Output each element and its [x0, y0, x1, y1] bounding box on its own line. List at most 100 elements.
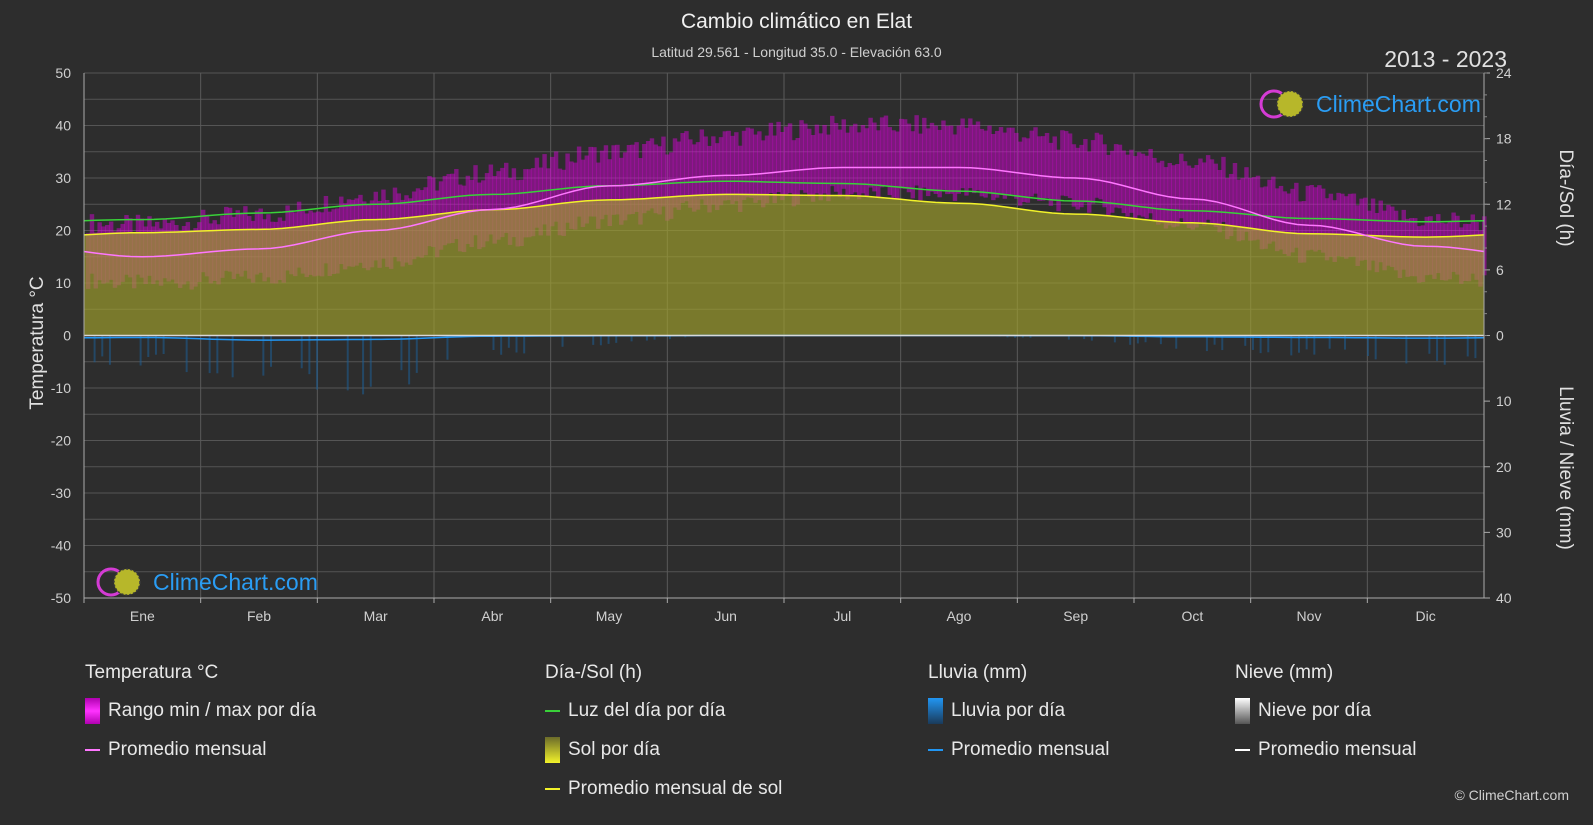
temp-range-day [672, 138, 678, 208]
sunshine-area-fill [84, 194, 1484, 336]
temp-range-day [1313, 187, 1318, 252]
temp-range-day [714, 143, 720, 211]
legend-item-temp-avg: Promedio mensual [85, 737, 316, 763]
temp-range-day [975, 121, 981, 191]
logo-text: ClimeChart.com [153, 568, 318, 595]
temp-range-day [1328, 193, 1334, 257]
legend-label: Lluvia por día [951, 700, 1066, 721]
temp-range-day [1363, 197, 1368, 260]
temp-range-day [1056, 149, 1061, 212]
temp-range-day [1205, 155, 1211, 220]
temp-range-day [830, 115, 835, 187]
rain-day-bar [1083, 335, 1086, 340]
temp-range-day [964, 127, 969, 196]
temp-range-day [668, 152, 674, 219]
legend-label: Sol por día [568, 739, 660, 760]
rain-day-bar [1405, 335, 1408, 364]
rain-day-bar [561, 335, 564, 347]
temp-range-day [841, 119, 846, 189]
temp-range-day [1040, 136, 1046, 201]
temp-range-day [1006, 127, 1011, 195]
rain-bars [93, 335, 1477, 395]
rain-day-bar [1213, 335, 1216, 345]
rain-day-bar [1006, 335, 1009, 338]
rain-day-bar [1466, 335, 1469, 357]
temp-range-day [695, 142, 701, 210]
temp-range-day [1152, 157, 1157, 221]
temp-range-day [1002, 132, 1008, 199]
temp-range-day [684, 131, 689, 202]
rain-day-bar [1367, 335, 1370, 357]
temp-range-day [734, 132, 739, 202]
temp-range-day [1251, 177, 1257, 241]
tick-label-right-top: 0 [1496, 328, 1504, 344]
rain-day-bar [262, 335, 265, 376]
temp-range-day [948, 125, 954, 194]
temp-range-day [615, 144, 620, 215]
logo-top[interactable]: ClimeChart.com [1258, 88, 1481, 120]
temp-range-day [607, 159, 612, 226]
rain-day-bar [316, 335, 319, 390]
rain-day-bar [1244, 335, 1247, 346]
temp-range-day [1309, 184, 1314, 250]
chart-subtitle: Latitud 29.561 - Longitud 35.0 - Elevaci… [651, 44, 942, 60]
temp-range-day [1087, 151, 1092, 213]
temp-range-day [1025, 138, 1031, 203]
temp-range-day [737, 145, 743, 212]
temp-range-day [1370, 198, 1376, 261]
logo-text: ClimeChart.com [1316, 90, 1481, 117]
temp-range-day [1044, 132, 1050, 198]
rain-day-bar [1159, 335, 1162, 345]
legend-rain-title: Lluvia (mm) [928, 662, 1028, 683]
temp-range-day [496, 171, 501, 240]
rain-day-bar [1129, 335, 1132, 345]
temp-range-day [442, 175, 448, 246]
rain-day-bar [208, 335, 211, 374]
legend-label: Nieve por día [1258, 700, 1372, 721]
temp-range-day [718, 137, 724, 206]
legend-label: Luz del día por día [568, 700, 726, 721]
temp-range-day [473, 165, 478, 236]
temp-range-day [879, 117, 885, 188]
temp-range-day [807, 128, 812, 197]
temp-range-day [1336, 192, 1341, 257]
rain-day-bar [1221, 335, 1224, 351]
rain-day-bar [1251, 335, 1254, 350]
temp-range-day [1259, 187, 1265, 250]
tick-label-left: 10 [55, 275, 71, 291]
temp-range-day [730, 135, 735, 205]
temp-range-day [619, 157, 624, 225]
logo-bottom[interactable]: ClimeChart.com [95, 566, 318, 598]
rain-day-bar [1175, 335, 1178, 349]
temp-range-day [1133, 156, 1138, 219]
tick-label-right-bottom: 40 [1496, 590, 1512, 606]
temp-range-day [1052, 136, 1057, 201]
temp-range-day [576, 146, 582, 217]
temp-range-day [1236, 179, 1242, 242]
rain-day-bar [1290, 335, 1293, 356]
tick-label-right-top: 24 [1496, 65, 1512, 81]
rain-day-bar [684, 335, 687, 338]
rain-day-bar [147, 335, 150, 358]
temp-range-day [557, 168, 563, 236]
temp-range-day [929, 122, 935, 192]
temp-range-day [983, 130, 988, 198]
rain-day-bar [1021, 335, 1024, 338]
temp-range-day [856, 132, 862, 200]
sunshine-avg-line [83, 193, 1485, 238]
temp-range-day [626, 145, 632, 215]
daylight-swatch [545, 710, 560, 712]
temp-range-day [1106, 154, 1111, 216]
temp-range-day [1014, 132, 1019, 199]
temp-range-day [1347, 193, 1353, 257]
temp-range-day [676, 141, 682, 210]
rain-day-bar [1305, 335, 1308, 350]
temp-range-day [1202, 162, 1207, 226]
temp-range-day [1090, 140, 1096, 204]
month-label: Jul [833, 608, 851, 624]
temp-range-day [787, 123, 793, 193]
temp-range-day [1228, 173, 1234, 237]
temp-range-day [446, 174, 451, 244]
temp-range-day [818, 133, 823, 201]
